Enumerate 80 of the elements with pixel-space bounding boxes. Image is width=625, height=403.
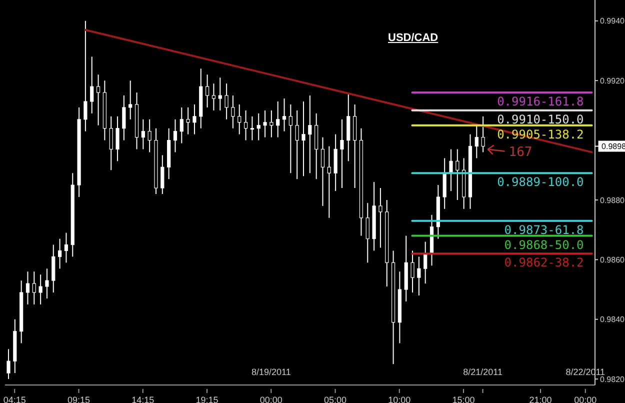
candlestick <box>378 188 382 248</box>
y-tick-label: 0.9920 <box>600 76 625 86</box>
candlestick <box>256 112 260 141</box>
candlestick <box>186 106 190 135</box>
candlestick <box>474 124 478 159</box>
series-label: 0.9873-61.8 <box>504 222 584 237</box>
candlestick <box>32 271 36 305</box>
candlestick <box>116 116 120 162</box>
candlestick <box>96 74 100 126</box>
candlestick <box>90 56 94 114</box>
candlestick <box>442 158 446 210</box>
x-tick-label: 09:15 <box>67 395 90 403</box>
candlestick <box>308 95 312 174</box>
candlestick <box>218 77 222 111</box>
candlestick <box>192 104 196 135</box>
series-label: 0.9868-50.0 <box>504 238 584 252</box>
candlestick <box>38 274 42 305</box>
candlestick <box>282 98 286 132</box>
text: USD/CAD <box>388 32 438 44</box>
candlestick <box>206 74 210 108</box>
candlestick <box>456 148 460 200</box>
candlestick <box>6 348 10 380</box>
candlestick <box>141 118 145 150</box>
x-tick-label: 19:15 <box>196 395 218 403</box>
candlestick <box>340 118 344 189</box>
candlestick <box>424 241 428 284</box>
series-label: 0.9916-161.8 <box>497 94 584 109</box>
candlestick <box>263 110 267 138</box>
series-label: 0.9889-100.0 <box>497 175 584 190</box>
candlestick <box>410 250 414 293</box>
candlestick <box>250 116 254 141</box>
candlestick <box>26 271 30 305</box>
category-label: 8/19/2011 00:00 <box>251 367 291 403</box>
candlestick <box>353 104 357 189</box>
candlestick <box>334 134 338 192</box>
y-tick-label: 0.9820 <box>600 374 625 384</box>
candlestick <box>314 112 318 180</box>
candlestick <box>417 256 421 296</box>
candlestick <box>288 104 292 174</box>
candlestick <box>160 154 164 194</box>
candlestick <box>173 118 178 153</box>
candlestick <box>148 118 152 153</box>
candlestick <box>449 148 453 192</box>
candlestick <box>231 95 235 129</box>
series-label: 0.9910-150.0 <box>497 112 584 126</box>
candlestick <box>295 110 299 180</box>
candlestick <box>224 83 228 120</box>
y-tick-label: 0.9840 <box>600 315 625 324</box>
candlestick <box>180 106 184 144</box>
candlestick <box>238 104 242 135</box>
x-tick-label: 04:15 <box>3 395 26 403</box>
candlestick <box>122 95 126 141</box>
candlestick <box>320 136 325 206</box>
annotation: 167 <box>508 145 532 160</box>
candlestick <box>366 202 370 264</box>
candlestick <box>270 110 274 138</box>
candlestick <box>45 268 49 299</box>
candlestick <box>346 92 350 162</box>
candlestick <box>109 116 113 171</box>
x-tick-label: 05:00 <box>324 395 347 403</box>
candlestick <box>84 20 88 132</box>
y-tick-label: 0.9880 <box>600 196 625 205</box>
x-tick-label: 15:00 <box>452 395 475 403</box>
x-tick-label: 21:00 <box>529 395 552 403</box>
candlestick <box>244 110 248 141</box>
candlestick <box>276 100 280 138</box>
candlestick <box>128 80 132 120</box>
candlestick <box>212 83 216 111</box>
candlestick <box>52 244 56 293</box>
y-tick-label: 0.9860 <box>600 255 625 264</box>
candlestick <box>327 146 331 218</box>
candlestick <box>481 116 485 153</box>
x-tick-label: 10:00 <box>388 395 411 403</box>
series-label: 0.9862-38.2 <box>504 256 584 270</box>
x-tick-label: 14:15 <box>132 395 154 403</box>
y-tick-label: 0.9940 <box>600 16 625 26</box>
candlestick <box>64 232 68 264</box>
candlestick <box>302 100 306 177</box>
candlestick <box>58 238 62 270</box>
x-tick-label: 8/21/2011 <box>463 367 502 377</box>
